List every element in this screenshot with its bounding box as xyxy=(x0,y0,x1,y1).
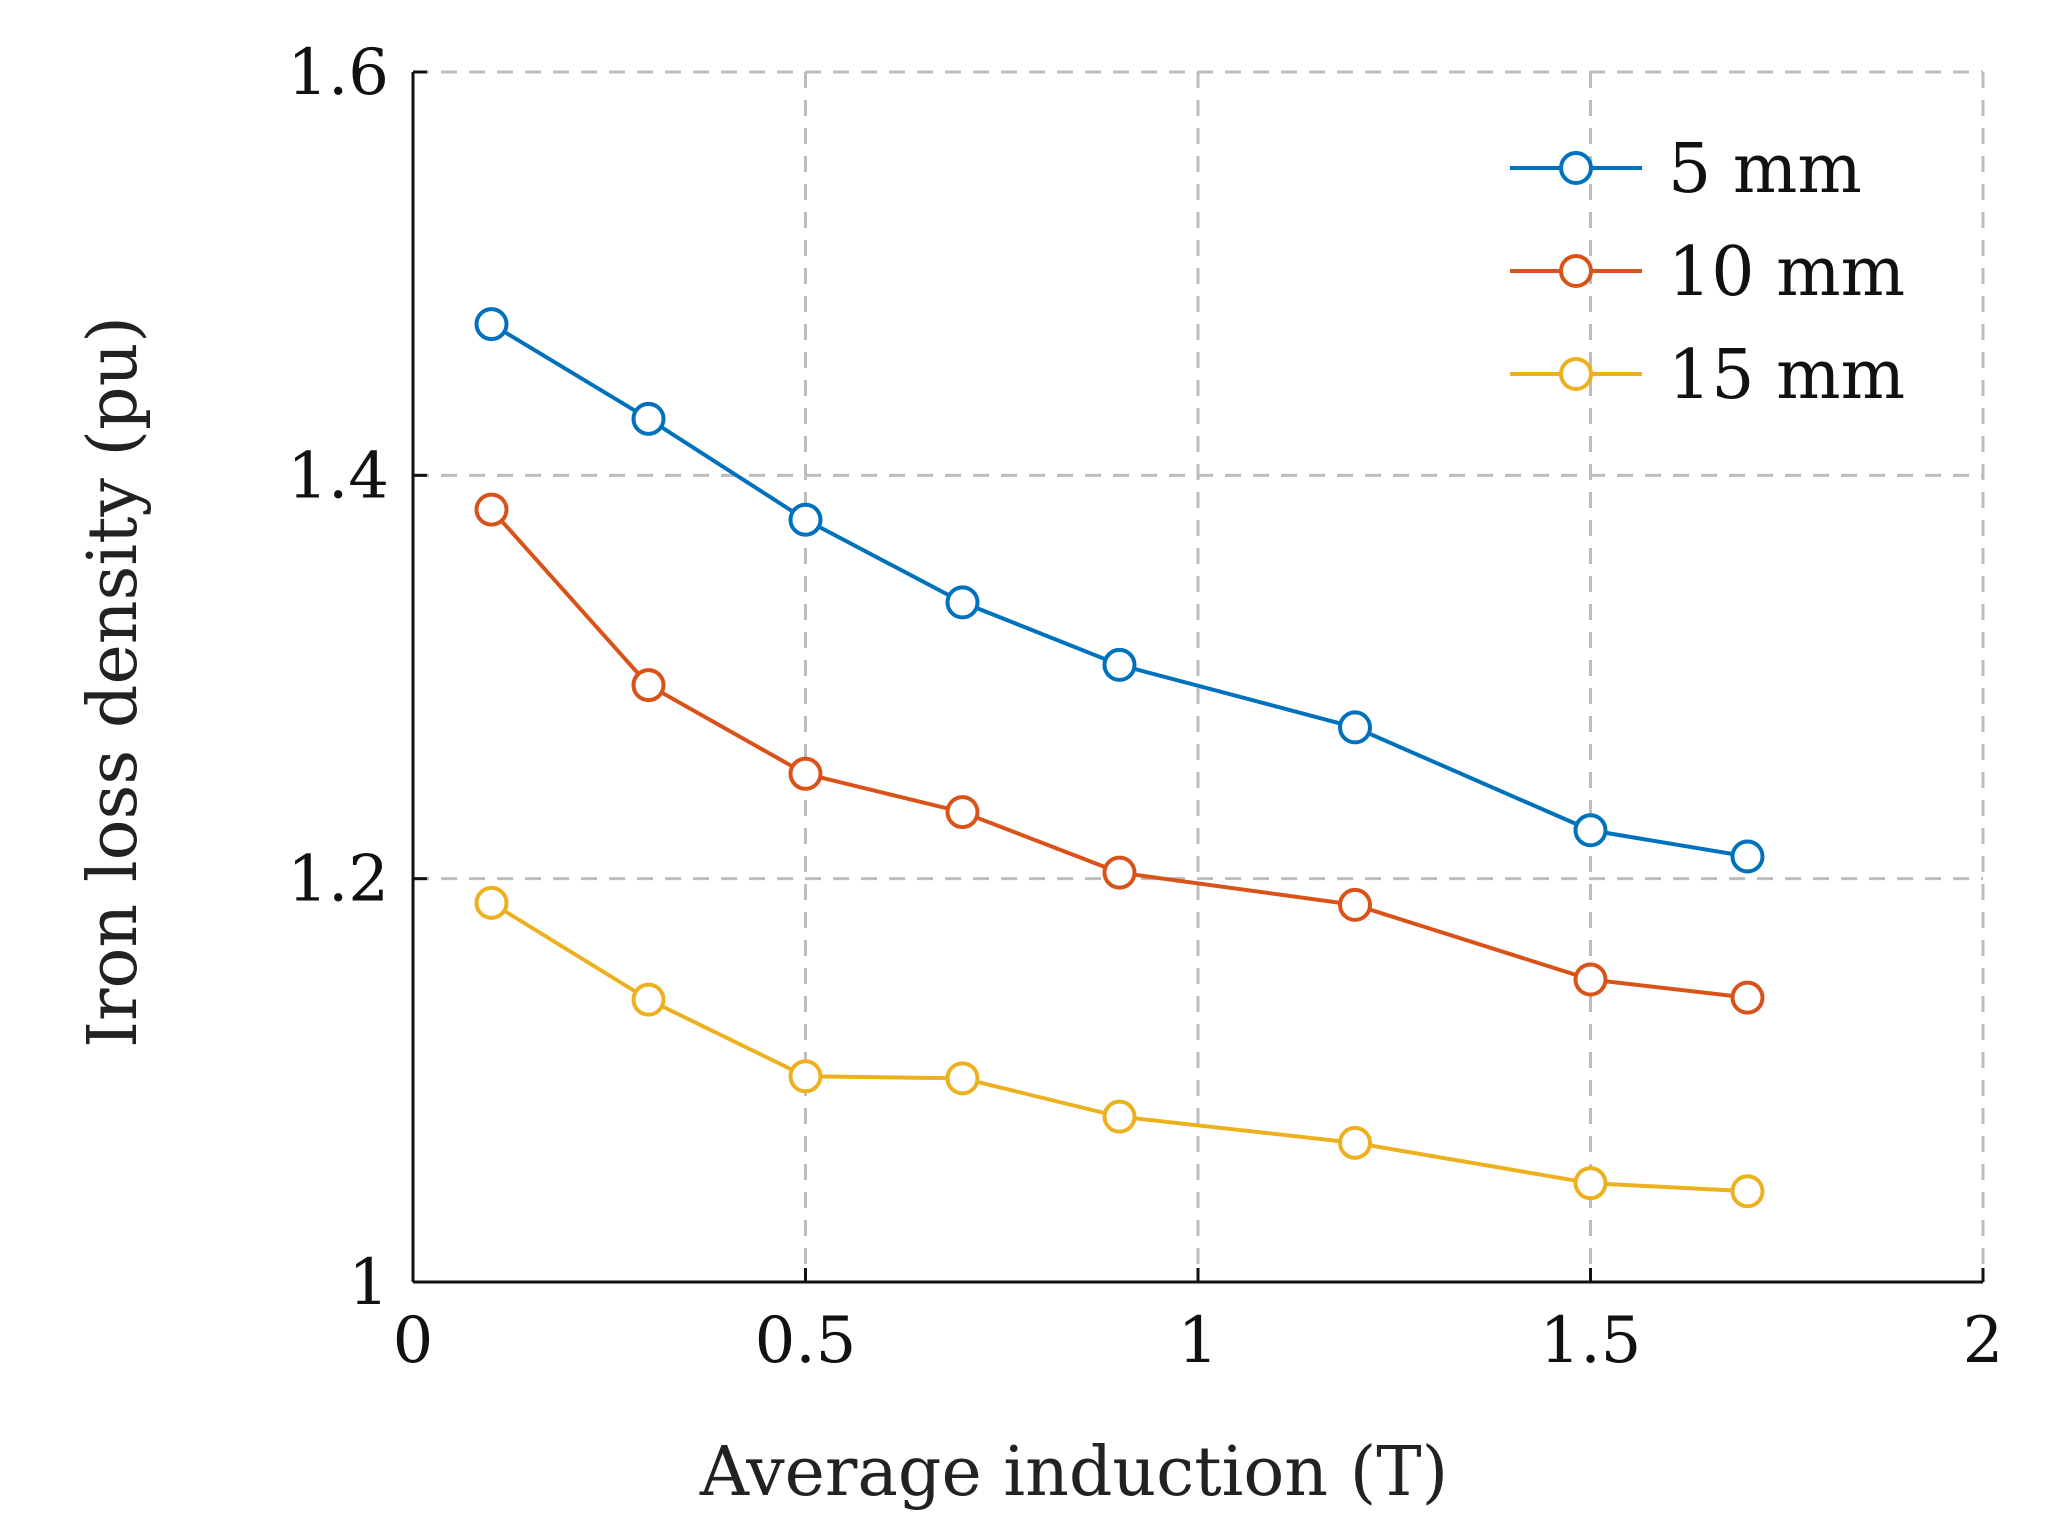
y-tick-label: 1.2 xyxy=(287,843,389,917)
data-point xyxy=(945,795,980,830)
series-line-5-mm xyxy=(490,322,1748,859)
data-point xyxy=(474,492,509,527)
data-point xyxy=(1338,1125,1372,1160)
data-point xyxy=(1730,839,1765,874)
data-point xyxy=(631,668,666,703)
x-tick-label: 2 xyxy=(1963,1304,2004,1378)
y-tick-label: 1.4 xyxy=(287,439,389,513)
data-point xyxy=(788,1059,823,1094)
legend-swatch-marker xyxy=(1559,357,1593,391)
y-tick-label: 1 xyxy=(348,1246,389,1320)
data-point xyxy=(1102,1099,1137,1134)
legend-entry: 10 mm xyxy=(1510,233,1905,312)
series-line-15-mm xyxy=(490,901,1748,1194)
data-point xyxy=(1102,855,1137,890)
tick-labels: 0 0.5 1 1.5 2 1 1.2 1.4 1.6 xyxy=(287,36,2003,1378)
axes xyxy=(411,70,1985,1284)
data-point xyxy=(631,982,666,1017)
legend-entry: 15 mm xyxy=(1510,336,1905,415)
legend: 5 mm 10 mm 15 mm xyxy=(1510,130,1905,415)
legend-label: 5 mm xyxy=(1668,130,1862,209)
data-point xyxy=(474,307,509,342)
data-point xyxy=(1573,813,1608,848)
legend-label: 10 mm xyxy=(1668,233,1905,312)
data-point xyxy=(1338,710,1372,745)
grid-lines xyxy=(413,70,1985,1282)
series-line-10-mm xyxy=(490,508,1748,1000)
data-point xyxy=(1730,1174,1765,1209)
data-point xyxy=(1730,980,1765,1015)
data-point xyxy=(788,756,823,791)
data-point xyxy=(1102,647,1137,682)
data-point xyxy=(945,1061,980,1096)
legend-swatch-marker xyxy=(1559,254,1593,288)
data-point xyxy=(1338,887,1372,922)
y-axis-title: Iron loss density (pu) xyxy=(74,316,153,1048)
data-point xyxy=(1573,1166,1608,1201)
data-point xyxy=(788,502,823,537)
y-tick-label: 1.6 xyxy=(287,36,389,110)
data-point xyxy=(1573,962,1608,997)
x-axis-title: Average induction (T) xyxy=(699,1433,1448,1512)
x-tick-label: 0.5 xyxy=(755,1304,857,1378)
data-point xyxy=(631,401,666,436)
data-point xyxy=(474,885,509,920)
x-tick-label: 1.5 xyxy=(1540,1304,1642,1378)
legend-swatch-marker xyxy=(1559,151,1593,185)
legend-label: 15 mm xyxy=(1668,336,1905,415)
data-series xyxy=(474,307,1765,1209)
legend-entry: 5 mm xyxy=(1510,130,1862,209)
x-tick-label: 1 xyxy=(1178,1304,1219,1378)
x-tick-label: 0 xyxy=(393,1304,434,1378)
data-point xyxy=(945,585,980,620)
